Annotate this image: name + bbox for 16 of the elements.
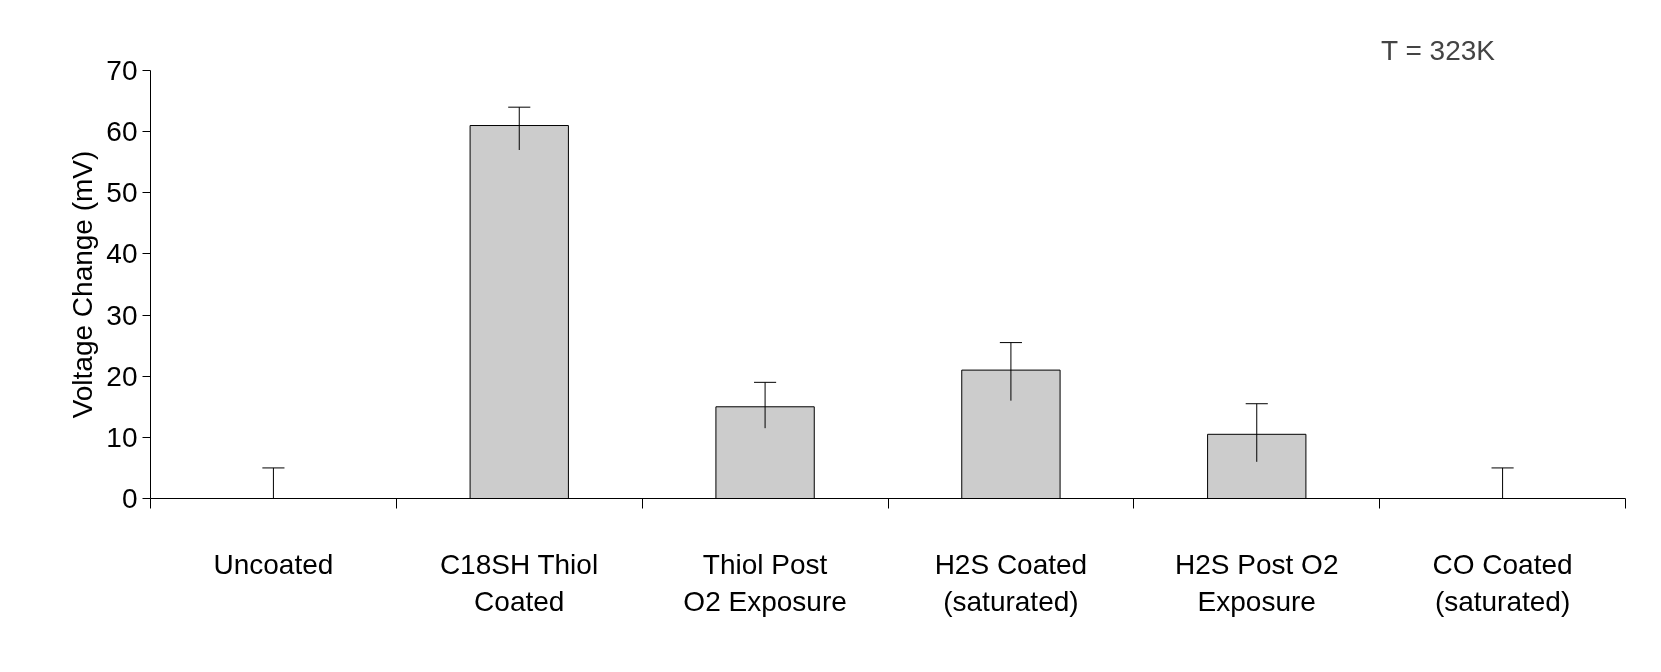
y-tick-label: 60 (106, 116, 138, 148)
y-axis-title: Voltage Change (mV) (67, 150, 99, 419)
x-tick-label: H2S Coated (saturated) (934, 548, 1088, 617)
y-tick-label: 30 (106, 299, 138, 331)
x-tick-label: C18SH Thiol Coated (439, 548, 599, 617)
x-tick-label: Thiol Post O2 Exposure (683, 548, 847, 617)
y-tick-label: 0 (121, 483, 138, 514)
y-tick-label: 70 (106, 55, 138, 86)
y-tick-label: 20 (106, 360, 138, 392)
y-tick-label: 10 (106, 421, 138, 453)
y-tick-label: 50 (106, 177, 138, 209)
y-tick-label: 40 (106, 238, 138, 270)
x-tick-label: CO Coated (saturated) (1432, 548, 1573, 617)
x-tick-label: Uncoated (213, 548, 334, 580)
x-tick-label: H2S Post O2 Exposure (1175, 548, 1339, 617)
text: T = 323K (1381, 34, 1496, 66)
